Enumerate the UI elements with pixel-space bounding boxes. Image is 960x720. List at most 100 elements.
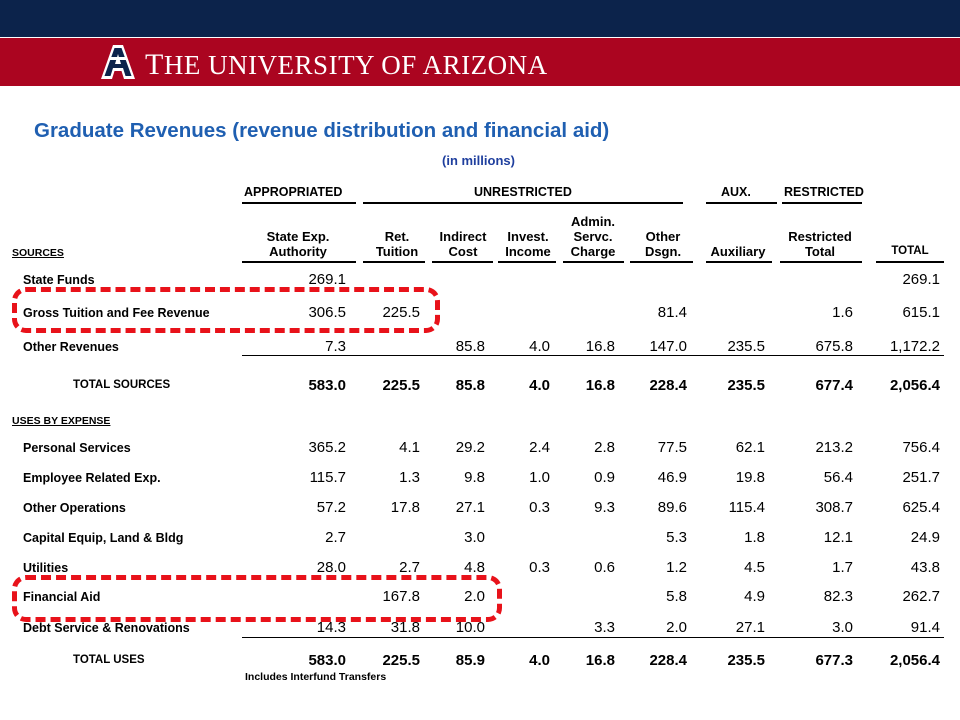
- uses-row-value: 27.1: [735, 619, 765, 636]
- group-aux: AUX.: [721, 185, 751, 199]
- header-underline-0: [242, 261, 356, 263]
- uses-row-value: 12.1: [823, 529, 853, 546]
- uses-row-value: 57.2: [316, 499, 346, 516]
- uses-row-value: 5.3: [666, 529, 687, 546]
- uses-row-value: 17.8: [390, 499, 420, 516]
- uses-row-value: 308.7: [815, 499, 853, 516]
- university-banner: [0, 38, 960, 86]
- total-sources-row-value: 2,056.4: [889, 377, 940, 394]
- sources-row-value: 269.1: [902, 271, 940, 288]
- slide-title: Graduate Revenues (revenue distribution …: [34, 119, 610, 142]
- col-auxiliary: Auxiliary: [710, 244, 766, 259]
- uses-row-value: 56.4: [823, 469, 853, 486]
- total-sources-row-value: 85.8: [455, 377, 485, 394]
- uses-row-value: 10.0: [455, 619, 485, 636]
- table-unit-subtitle: (in millions): [442, 153, 515, 168]
- uses-row-value: 9.8: [464, 469, 485, 486]
- uses-row-value: 115.7: [309, 469, 346, 486]
- uses-row-value: 115.4: [728, 499, 765, 516]
- uses-row-value: 0.9: [594, 469, 615, 486]
- uses-row-value: 0.3: [529, 499, 550, 516]
- col-indirect-cost: Indirect Cost: [439, 229, 487, 259]
- uses-total-rule: [242, 637, 944, 638]
- total-sources-row-value: 677.4: [815, 377, 853, 394]
- sources-total-rule: [242, 355, 944, 356]
- uses-row-value: 43.8: [910, 559, 940, 576]
- uses-row-value: 5.8: [666, 588, 687, 605]
- col-other-dsgn: Other Dsgn.: [644, 229, 682, 259]
- sources-row-value: 225.5: [382, 304, 420, 321]
- sources-row-value: 4.0: [529, 338, 550, 355]
- uses-row-label: Capital Equip, Land & Bldg: [23, 531, 184, 545]
- header-underline-1: [363, 261, 425, 263]
- uses-row-value: 625.4: [902, 499, 940, 516]
- total-sources-row-value: 235.5: [727, 377, 765, 394]
- footnote: Includes Interfund Transfers: [245, 671, 387, 683]
- top-navy-bar: [0, 0, 960, 37]
- group-underline-1: [363, 202, 683, 204]
- header-underline-3: [498, 261, 556, 263]
- sources-row-value: 1.6: [832, 304, 853, 321]
- university-name-rest: HE UNIVERSITY OF ARIZONA: [163, 50, 548, 80]
- total-sources-row-value: 228.4: [649, 377, 687, 394]
- col-invest-income: Invest. Income: [505, 229, 551, 259]
- uses-row-value: 2.4: [529, 439, 550, 456]
- total-uses-row-value: 4.0: [529, 652, 550, 669]
- group-restricted: RESTRICTED: [784, 185, 864, 199]
- uses-row-value: 262.7: [902, 588, 940, 605]
- total-uses-row-value: 583.0: [308, 652, 346, 669]
- uses-row-value: 82.3: [823, 588, 853, 605]
- uses-row-value: 46.9: [657, 469, 687, 486]
- uses-row-value: 91.4: [910, 619, 940, 636]
- col-total: TOTAL: [891, 245, 929, 257]
- header-underline-8: [876, 261, 944, 263]
- header-underline-6: [706, 261, 772, 263]
- col-ret-tuition: Ret. Tuition: [375, 229, 419, 259]
- sources-row-value: 615.1: [902, 304, 940, 321]
- uses-row-label: Debt Service & Renovations: [23, 621, 190, 635]
- uses-row-value: 4.8: [464, 559, 485, 576]
- uses-row-value: 1.3: [399, 469, 420, 486]
- university-name: THE UNIVERSITY OF ARIZONA: [145, 48, 548, 82]
- uses-row-value: 213.2: [815, 439, 853, 456]
- uses-row-value: 1.0: [529, 469, 550, 486]
- uses-row-value: 4.5: [744, 559, 765, 576]
- header-underline-2: [432, 261, 493, 263]
- uses-row-value: 19.8: [735, 469, 765, 486]
- uses-row-value: 756.4: [902, 439, 940, 456]
- uses-row-value: 2.7: [399, 559, 420, 576]
- uses-row-value: 62.1: [735, 439, 765, 456]
- uses-row-value: 3.3: [594, 619, 615, 636]
- uses-row-value: 2.0: [666, 619, 687, 636]
- uses-row-value: 1.8: [744, 529, 765, 546]
- uses-row-value: 2.8: [594, 439, 615, 456]
- sources-row-value: 7.3: [325, 338, 346, 355]
- header-underline-4: [563, 261, 624, 263]
- sources-row-value: 675.8: [815, 338, 853, 355]
- uses-row-value: 9.3: [594, 499, 615, 516]
- uses-row-value: 1.7: [832, 559, 853, 576]
- uses-row-value: 365.2: [308, 439, 346, 456]
- total-uses-row-value: 225.5: [382, 652, 420, 669]
- total-sources-row-value: 4.0: [529, 377, 550, 394]
- uses-row-label: Other Operations: [23, 501, 126, 515]
- total-uses-row-value: 228.4: [649, 652, 687, 669]
- uses-section-label: USES BY EXPENSE: [12, 415, 111, 427]
- tuition-highlight-box: [12, 287, 440, 333]
- sources-row-value: 16.8: [585, 338, 615, 355]
- sources-row-value: 147.0: [649, 338, 687, 355]
- sources-row-value: 306.5: [308, 304, 346, 321]
- sources-row-label: Gross Tuition and Fee Revenue: [23, 306, 210, 320]
- uses-row-value: 3.0: [464, 529, 485, 546]
- uses-row-value: 29.2: [455, 439, 485, 456]
- group-underline-0: [242, 202, 356, 204]
- total-uses-row-value: 85.9: [455, 652, 485, 669]
- total-uses-row-label: TOTAL USES: [73, 654, 145, 666]
- total-uses-row-value: 16.8: [585, 652, 615, 669]
- group-appropriated: APPROPRIATED: [244, 185, 343, 199]
- uses-row-value: 89.6: [657, 499, 687, 516]
- uses-row-value: 251.7: [902, 469, 940, 486]
- total-uses-row-value: 677.3: [815, 652, 853, 669]
- sources-section-label: SOURCES: [12, 247, 64, 259]
- university-name-initial: T: [145, 48, 164, 81]
